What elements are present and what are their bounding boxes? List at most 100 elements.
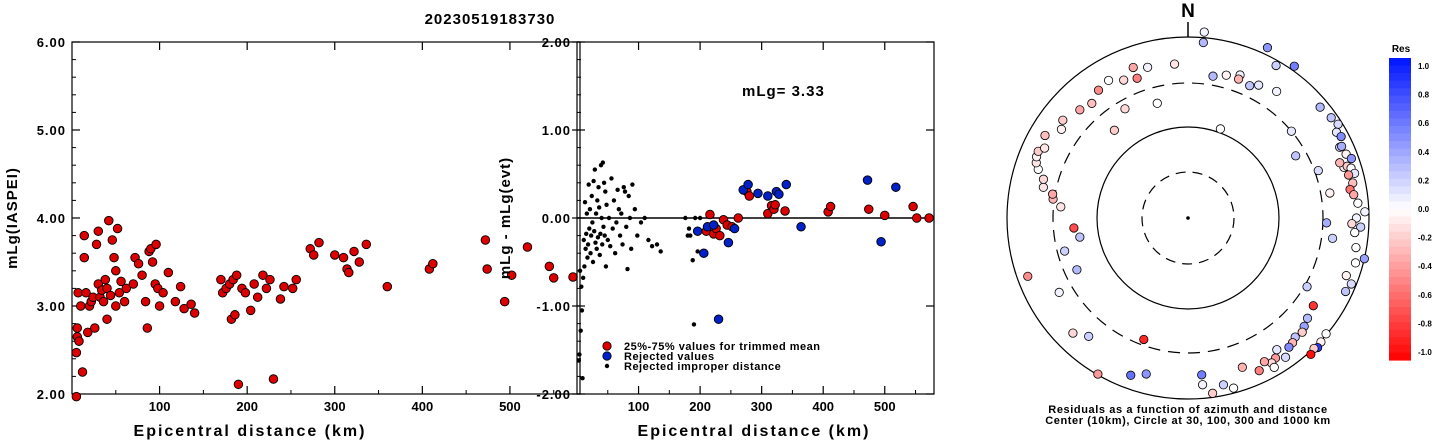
residual-point xyxy=(1040,130,1050,141)
residual-point xyxy=(1271,60,1281,71)
residual-point xyxy=(1048,189,1058,199)
data-point xyxy=(344,267,354,278)
data-point xyxy=(83,327,93,338)
residual-point xyxy=(1208,71,1218,81)
residual-point xyxy=(1333,119,1343,129)
residual-point xyxy=(1269,362,1279,372)
residual-point xyxy=(1291,151,1301,161)
legend: 25%-75% values for trimmed mean Rejected… xyxy=(602,341,820,373)
rejected-point xyxy=(753,188,763,199)
trimmed-point xyxy=(912,213,922,223)
colorbar-cell xyxy=(1389,141,1411,150)
residual-point xyxy=(1341,271,1351,281)
trimmed-point xyxy=(770,200,780,210)
x-tick-label: 400 xyxy=(812,399,834,414)
data-point xyxy=(114,288,125,298)
data-point xyxy=(568,272,578,282)
residual-point xyxy=(1141,369,1151,379)
trimmed-point xyxy=(864,204,874,214)
residual-point xyxy=(1335,158,1345,168)
data-point xyxy=(499,296,510,307)
data-point xyxy=(354,257,365,267)
data-point xyxy=(482,264,492,274)
improper-point xyxy=(576,358,582,363)
data-point xyxy=(249,279,259,289)
data-point xyxy=(90,323,100,333)
improper-point xyxy=(595,198,600,203)
residual-point xyxy=(1237,362,1247,372)
improper-point xyxy=(695,249,700,254)
data-point xyxy=(231,270,242,280)
improper-point xyxy=(616,207,622,212)
improper-point xyxy=(632,207,638,212)
data-point xyxy=(140,296,151,307)
colorbar-cell xyxy=(1389,88,1411,97)
data-point xyxy=(258,270,268,280)
data-point xyxy=(428,259,438,269)
rejected-point xyxy=(876,237,886,247)
residual-point xyxy=(1093,369,1103,379)
rejected-point xyxy=(774,189,784,199)
colorbar-cell xyxy=(1389,118,1411,127)
improper-point xyxy=(579,308,585,313)
residual-point xyxy=(1040,143,1050,153)
legend-label-trimmed: 25%-75% values for trimmed mean xyxy=(624,341,820,353)
data-point xyxy=(522,242,533,252)
improper-point xyxy=(589,193,594,199)
north-label: N xyxy=(1181,1,1195,22)
colorbar-cell xyxy=(1389,133,1411,142)
data-point xyxy=(109,252,119,263)
residual-point xyxy=(1119,75,1129,85)
ring-100km xyxy=(1096,126,1280,310)
x-tick-label: 100 xyxy=(628,399,650,414)
improper-point xyxy=(591,178,596,184)
residual-point xyxy=(1221,70,1231,80)
improper-point xyxy=(620,242,625,247)
figure-title: 20230519183730 xyxy=(425,11,556,28)
legend-marker-improper xyxy=(604,363,610,369)
colorbar-cell xyxy=(1389,352,1411,361)
improper-point xyxy=(578,328,583,333)
residual-point xyxy=(1284,342,1294,352)
improper-point xyxy=(617,233,623,238)
residual-point xyxy=(1197,370,1207,380)
data-point xyxy=(265,274,275,285)
residual-point xyxy=(1336,131,1346,142)
left-ylabel: mLg(IASPEI) xyxy=(4,167,21,269)
residual-point xyxy=(1280,352,1291,362)
data-point xyxy=(93,226,104,236)
residual-point xyxy=(1340,286,1351,297)
residual-point xyxy=(1169,59,1180,69)
improper-point xyxy=(622,189,628,194)
colorbar-tick-label: -0.6 xyxy=(1418,291,1432,300)
improper-point xyxy=(602,233,607,238)
data-point xyxy=(133,259,144,269)
improper-point xyxy=(590,259,596,265)
improper-point xyxy=(686,226,692,231)
residual-point xyxy=(1350,258,1361,268)
rejected-point xyxy=(796,222,806,232)
residual-point xyxy=(1075,105,1085,115)
data-point xyxy=(79,252,90,263)
residual-point xyxy=(1254,366,1264,376)
improper-point xyxy=(596,205,602,210)
data-point xyxy=(279,281,289,292)
improper-point xyxy=(611,198,617,203)
residual-point xyxy=(1056,124,1067,134)
residual-point xyxy=(1109,125,1119,135)
residual-point xyxy=(1208,388,1218,398)
improper-point xyxy=(594,246,599,251)
polar-caption-line-1: Residuals as a function of azimuth and d… xyxy=(1048,404,1327,416)
data-point xyxy=(112,223,123,234)
left-xlabel: Epicentral distance (km) xyxy=(134,423,367,440)
improper-point xyxy=(624,224,629,229)
residual-point xyxy=(1360,207,1370,217)
rejected-point xyxy=(781,179,792,190)
colorbar-cell xyxy=(1389,125,1411,135)
colorbar-cell xyxy=(1389,307,1411,316)
improper-point xyxy=(587,207,593,212)
trimmed-point xyxy=(744,191,755,201)
residual-point xyxy=(1143,62,1153,72)
data-point xyxy=(548,273,559,283)
colorbar-cell xyxy=(1389,246,1411,255)
